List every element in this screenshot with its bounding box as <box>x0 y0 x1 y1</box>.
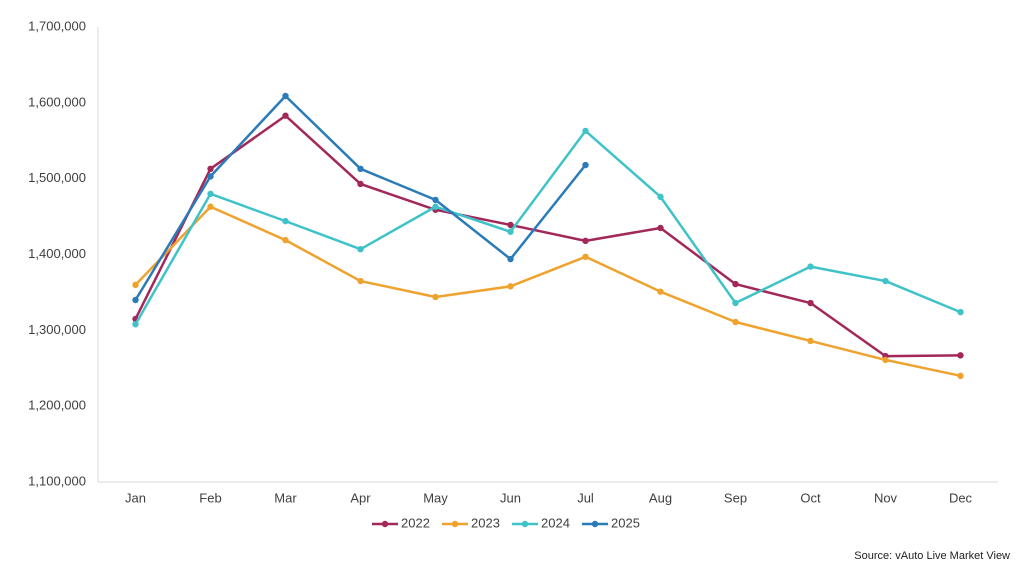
data-point <box>657 193 664 201</box>
data-point <box>582 161 589 169</box>
data-point <box>582 253 589 260</box>
legend-marker <box>591 520 599 528</box>
data-point <box>582 127 589 135</box>
series-line <box>134 94 587 301</box>
series-line <box>134 205 961 378</box>
data-point <box>357 245 364 253</box>
y-tick-label: 1,100,000 <box>28 473 86 488</box>
data-point <box>507 228 514 235</box>
data-point <box>582 237 589 245</box>
x-tick-label: Sep <box>724 490 747 505</box>
legend-label: 2023 <box>471 515 500 530</box>
data-point <box>282 92 289 100</box>
x-tick-label: May <box>423 490 448 505</box>
data-point <box>357 180 364 188</box>
data-point <box>507 255 514 263</box>
data-point <box>282 236 289 244</box>
y-tick-label: 1,300,000 <box>28 322 86 337</box>
legend-marker <box>521 520 529 528</box>
series-line <box>134 114 961 358</box>
data-point <box>132 321 139 328</box>
series-line <box>134 129 961 325</box>
data-point <box>507 221 514 229</box>
data-point <box>507 283 514 290</box>
data-point <box>957 372 964 380</box>
x-tick-label: Oct <box>800 490 821 505</box>
legend-label: 2022 <box>401 515 430 530</box>
data-point <box>207 165 214 173</box>
data-point <box>132 281 139 289</box>
data-point <box>882 277 889 285</box>
data-point <box>807 299 814 307</box>
x-tick-label: Mar <box>274 490 297 505</box>
y-tick-label: 1,200,000 <box>28 398 86 413</box>
legend-label: 2025 <box>611 515 640 530</box>
y-tick-label: 1,400,000 <box>28 246 86 261</box>
y-tick-label: 1,600,000 <box>28 94 86 109</box>
data-point <box>957 352 964 359</box>
y-tick-label: 1,700,000 <box>28 18 86 33</box>
x-tick-label: Feb <box>199 490 221 505</box>
y-tick-label: 1,500,000 <box>28 170 86 185</box>
data-point <box>207 173 214 180</box>
data-point <box>207 203 214 210</box>
data-point <box>432 196 439 204</box>
data-point <box>207 190 214 198</box>
data-point <box>357 277 364 285</box>
data-point <box>732 318 739 326</box>
x-tick-label: Jul <box>577 490 594 505</box>
data-point <box>732 299 739 307</box>
data-point <box>807 337 814 345</box>
data-point <box>657 224 664 232</box>
data-point <box>957 308 964 316</box>
x-tick-label: Nov <box>874 490 898 505</box>
x-tick-label: Aug <box>649 490 672 505</box>
x-tick-label: Apr <box>350 490 371 505</box>
source-note: Source: vAuto Live Market View <box>854 550 1010 562</box>
data-point <box>282 217 289 225</box>
data-point <box>282 112 289 119</box>
legend-marker <box>451 520 459 528</box>
x-tick-label: Dec <box>949 490 973 505</box>
data-point <box>432 293 439 301</box>
data-point <box>432 203 439 210</box>
data-point <box>357 165 364 173</box>
x-tick-label: Jan <box>125 490 146 505</box>
data-point <box>657 288 664 295</box>
data-point <box>882 356 889 364</box>
legend-label: 2024 <box>541 515 570 530</box>
data-point <box>807 263 814 270</box>
x-tick-label: Jun <box>500 490 521 505</box>
data-point <box>732 280 739 288</box>
legend-marker <box>381 520 389 528</box>
data-point <box>132 296 139 304</box>
